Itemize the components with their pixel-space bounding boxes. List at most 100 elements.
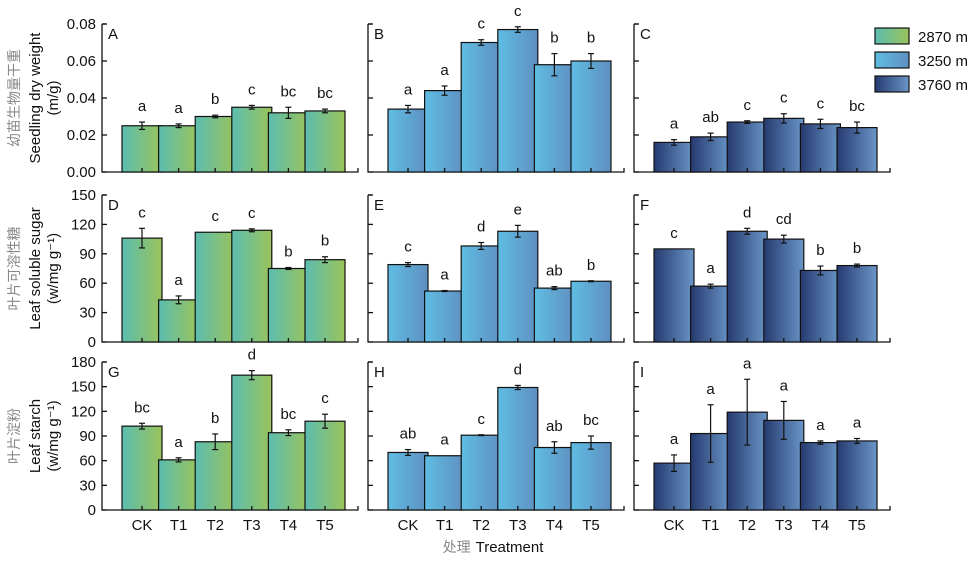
error-bar — [175, 295, 182, 305]
x-tick-label: T1 — [436, 517, 454, 534]
legend-swatch — [874, 27, 910, 45]
significance-letter: c — [321, 390, 329, 407]
bar-t1 — [158, 459, 200, 511]
error-bar — [139, 422, 145, 430]
legend-swatch — [874, 75, 910, 93]
significance-letter: b — [284, 244, 292, 261]
error-bar — [212, 114, 219, 119]
bar-t1 — [424, 89, 466, 173]
error-bar — [588, 52, 594, 70]
y-axis-unit: (w/mg g⁻¹) — [45, 400, 62, 471]
significance-letter: c — [248, 81, 256, 98]
y-tick-label: 0.04 — [67, 90, 96, 107]
significance-letter: a — [440, 62, 449, 79]
x-tick-label: T5 — [848, 517, 866, 534]
bar-t4 — [533, 287, 576, 343]
bar-ck — [653, 141, 695, 173]
significance-letter: a — [174, 100, 183, 117]
x-tick-label: T3 — [775, 517, 793, 534]
bar-t4 — [533, 64, 576, 173]
panel-letter: B — [374, 26, 384, 43]
x-tick-label: CK — [132, 517, 153, 534]
error-bar — [671, 454, 677, 472]
significance-letter: c — [670, 225, 678, 242]
error-bar — [478, 434, 485, 437]
bar-t2 — [194, 441, 236, 511]
bar-t5 — [304, 259, 346, 343]
error-bar — [514, 224, 521, 238]
error-bar — [478, 241, 485, 250]
y-tick-label: 120 — [71, 403, 96, 420]
bar-t2 — [194, 231, 236, 343]
significance-letter: c — [780, 90, 788, 107]
legend-label: 3760 m — [918, 77, 968, 94]
bar-t4 — [267, 112, 309, 173]
y-axis-unit: (m/g) — [45, 81, 62, 116]
error-bar — [285, 266, 292, 271]
y-tick-label: 0.08 — [67, 16, 96, 33]
significance-letter: c — [248, 205, 256, 222]
panel-letter: H — [374, 364, 385, 381]
x-axis-title: 处理 Treatment — [443, 539, 545, 556]
error-bar — [405, 448, 411, 456]
x-tick-label: T2 — [738, 517, 756, 534]
x-tick-label: T2 — [472, 517, 490, 534]
bar-t1 — [689, 136, 732, 173]
bar-ck — [387, 108, 429, 173]
bar-t1 — [158, 125, 200, 173]
significance-letter: b — [853, 240, 861, 257]
error-bar — [322, 413, 328, 429]
significance-letter: a — [138, 98, 147, 115]
bar-t1 — [424, 290, 466, 343]
panel-letter: F — [640, 197, 649, 214]
error-bar — [441, 289, 448, 293]
y-axis-title: 幼苗生物量干重 Seedling dry weight (m/g) — [7, 32, 62, 164]
error-bar — [817, 440, 824, 445]
error-bar — [139, 227, 145, 249]
error-bar — [707, 404, 714, 463]
significance-letter: ab — [546, 263, 563, 280]
significance-letter: ab — [400, 426, 417, 443]
error-bar — [780, 400, 787, 440]
error-bar — [671, 139, 677, 146]
y-tick-label: 180 — [71, 354, 96, 371]
error-bar — [744, 120, 751, 124]
x-tick-label: T1 — [170, 517, 188, 534]
bar-t4 — [267, 267, 309, 343]
error-bar — [405, 104, 411, 114]
x-tick-label: T4 — [280, 517, 298, 534]
x-tick-label: CK — [398, 517, 419, 534]
x-tick-label: T3 — [509, 517, 527, 534]
y-tick-label: 0 — [88, 502, 96, 519]
panel-b: Ba a c c b b — [367, 3, 625, 173]
significance-letter: c — [404, 239, 412, 256]
bar-t3 — [497, 28, 539, 173]
significance-letter: b — [550, 30, 558, 47]
significance-letter: a — [440, 432, 449, 449]
legend-item: 3760 m — [874, 75, 968, 94]
error-bar — [405, 262, 411, 268]
significance-letter: ab — [702, 109, 719, 126]
panel-letter: I — [640, 364, 644, 381]
panel-i: Ia CK a T1 a T2 a T3 a T4 a T5 — [633, 355, 891, 534]
panel-letter: A — [108, 26, 118, 43]
bar-t5 — [836, 126, 878, 173]
y-tick-label: 0 — [88, 334, 96, 351]
bar-ck — [387, 263, 429, 343]
x-axis-title-cn: 处理 — [443, 540, 471, 556]
y-tick-label: 0.06 — [67, 53, 96, 70]
y-tick-label: 60 — [79, 453, 96, 470]
error-bar — [588, 280, 594, 283]
legend-item: 2870 m — [874, 27, 968, 46]
error-bar — [588, 435, 594, 450]
significance-letter: a — [706, 381, 715, 398]
bar-t1 — [689, 285, 732, 343]
bar-t2 — [194, 115, 236, 173]
panel-letter: C — [640, 26, 651, 43]
panel-letter: D — [108, 197, 119, 214]
panel-c: Ca ab c c c bc — [633, 23, 891, 173]
bar-t2 — [726, 121, 768, 173]
significance-letter: a — [853, 414, 862, 431]
